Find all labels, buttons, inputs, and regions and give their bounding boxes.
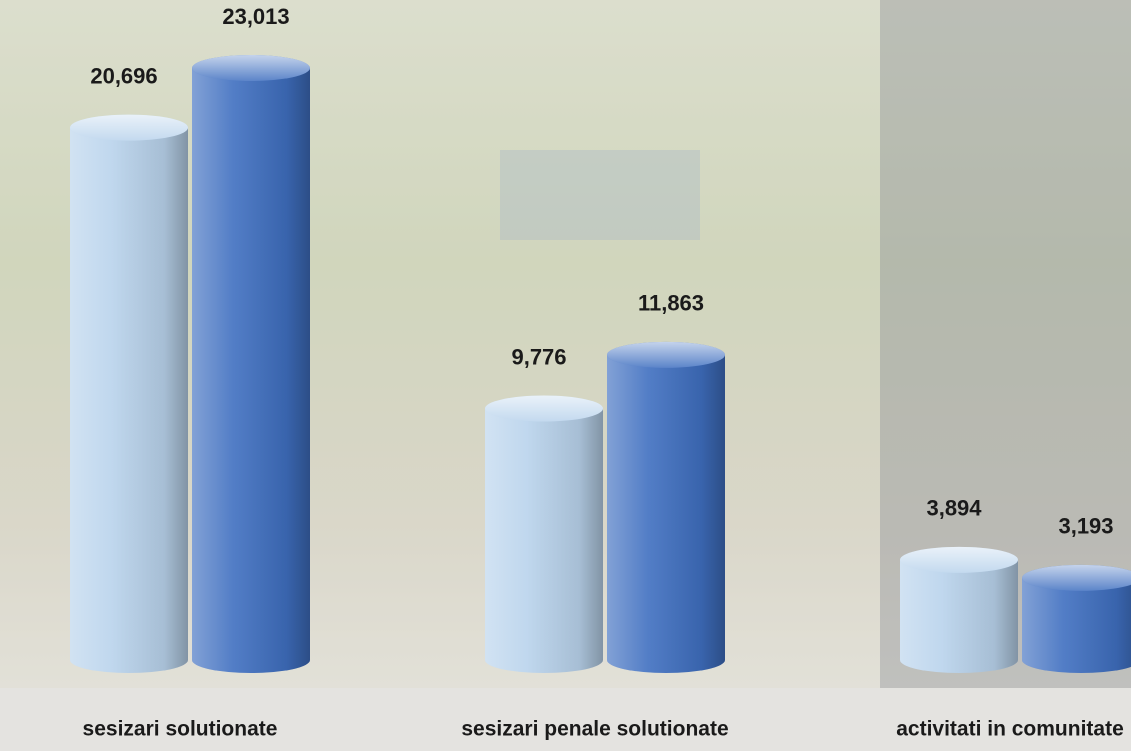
data-label: 3,894 xyxy=(926,496,982,521)
bar xyxy=(192,55,310,673)
bar-top-highlight xyxy=(192,55,310,81)
plot xyxy=(70,55,1131,673)
bar-top-highlight xyxy=(485,395,603,422)
bar-top-highlight xyxy=(607,341,725,368)
bar xyxy=(485,395,603,673)
data-label: 9,776 xyxy=(511,344,566,369)
bar-shade xyxy=(485,408,603,673)
background-sign xyxy=(500,150,700,240)
x-tick-label: sesizari solutionate xyxy=(83,718,278,741)
bar-shade xyxy=(607,354,725,673)
bar xyxy=(900,546,1018,673)
data-label: 3,193 xyxy=(1058,514,1113,539)
data-label: 23,013 xyxy=(222,4,289,29)
data-label: 11,863 xyxy=(638,291,704,316)
bar-top-highlight xyxy=(900,546,1018,573)
bar-top-highlight xyxy=(70,114,188,141)
bar xyxy=(607,341,725,673)
bar xyxy=(70,114,188,673)
bar-shade xyxy=(70,127,188,673)
bar xyxy=(1022,564,1131,673)
bar-shade xyxy=(900,559,1018,673)
x-tick-label: activitati in comunitate xyxy=(896,718,1124,741)
x-tick-label: sesizari penale solutionate xyxy=(461,718,728,741)
category-band xyxy=(0,688,1131,751)
bar-top-highlight xyxy=(1022,564,1131,591)
data-label: 20,696 xyxy=(90,63,157,88)
bar-shade xyxy=(192,68,310,673)
bar-shade xyxy=(1022,577,1131,673)
